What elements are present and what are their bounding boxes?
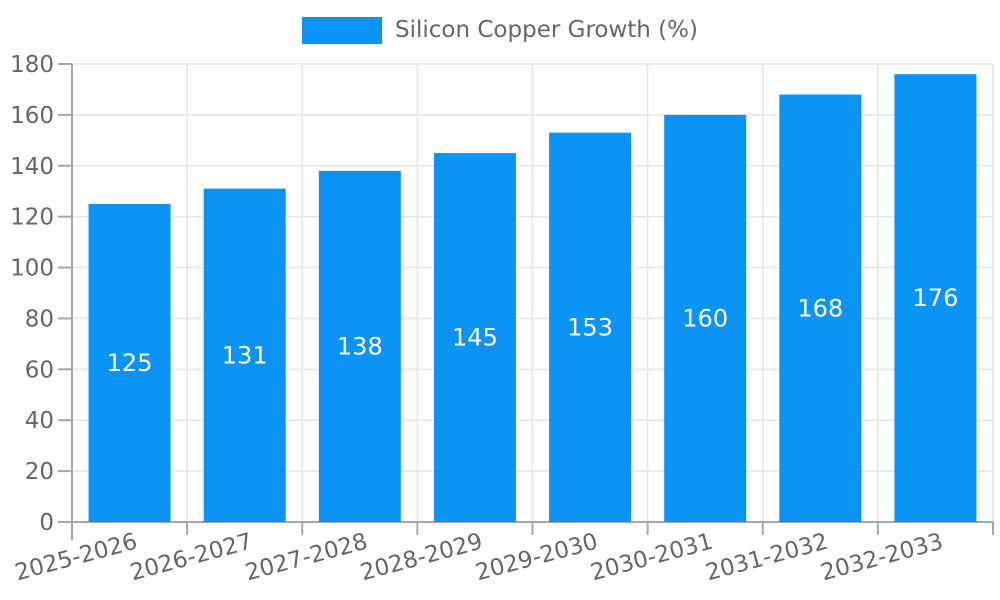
bar-value-label: 168 bbox=[797, 294, 843, 322]
x-tick-label: 2029-2030 bbox=[473, 529, 601, 587]
legend[interactable]: Silicon Copper Growth (%) bbox=[0, 17, 1000, 44]
x-tick-label: 2025-2026 bbox=[12, 529, 140, 587]
bar-value-label: 153 bbox=[567, 313, 613, 341]
bar[interactable] bbox=[549, 132, 632, 522]
bar[interactable] bbox=[779, 94, 862, 523]
y-tick-label: 100 bbox=[10, 256, 54, 282]
x-tick-label: 2027-2028 bbox=[243, 529, 371, 587]
legend-label[interactable]: Silicon Copper Growth (%) bbox=[395, 17, 698, 43]
x-tick-label: 2028-2029 bbox=[358, 529, 486, 587]
bar-value-label: 131 bbox=[222, 341, 268, 369]
bar[interactable] bbox=[433, 153, 516, 523]
y-tick-label: 160 bbox=[10, 103, 54, 129]
y-tick-label: 60 bbox=[25, 357, 54, 383]
bar[interactable] bbox=[894, 74, 977, 522]
y-tick-label: 0 bbox=[39, 510, 54, 536]
bar-value-label: 160 bbox=[682, 304, 728, 332]
y-tick-label: 20 bbox=[25, 459, 54, 485]
bar[interactable] bbox=[203, 188, 286, 522]
x-tick-label: 2026-2027 bbox=[127, 529, 255, 587]
y-tick-label: 80 bbox=[25, 306, 54, 332]
x-tick-label: 2031-2032 bbox=[703, 529, 831, 587]
bar-value-label: 138 bbox=[337, 332, 383, 360]
y-tick-label: 120 bbox=[10, 205, 54, 231]
y-tick-label: 180 bbox=[10, 52, 54, 78]
bar[interactable] bbox=[88, 203, 171, 522]
y-tick-label: 40 bbox=[25, 408, 54, 434]
bar[interactable] bbox=[318, 170, 401, 522]
bar[interactable] bbox=[664, 114, 747, 522]
bar-value-label: 176 bbox=[913, 284, 959, 312]
x-tick-label: 2030-2031 bbox=[588, 529, 716, 587]
x-tick-label: 2032-2033 bbox=[818, 529, 946, 587]
bar-value-label: 125 bbox=[107, 349, 153, 377]
legend-swatch[interactable] bbox=[302, 17, 382, 44]
y-tick-label: 140 bbox=[10, 154, 54, 180]
bar-value-label: 145 bbox=[452, 324, 498, 352]
